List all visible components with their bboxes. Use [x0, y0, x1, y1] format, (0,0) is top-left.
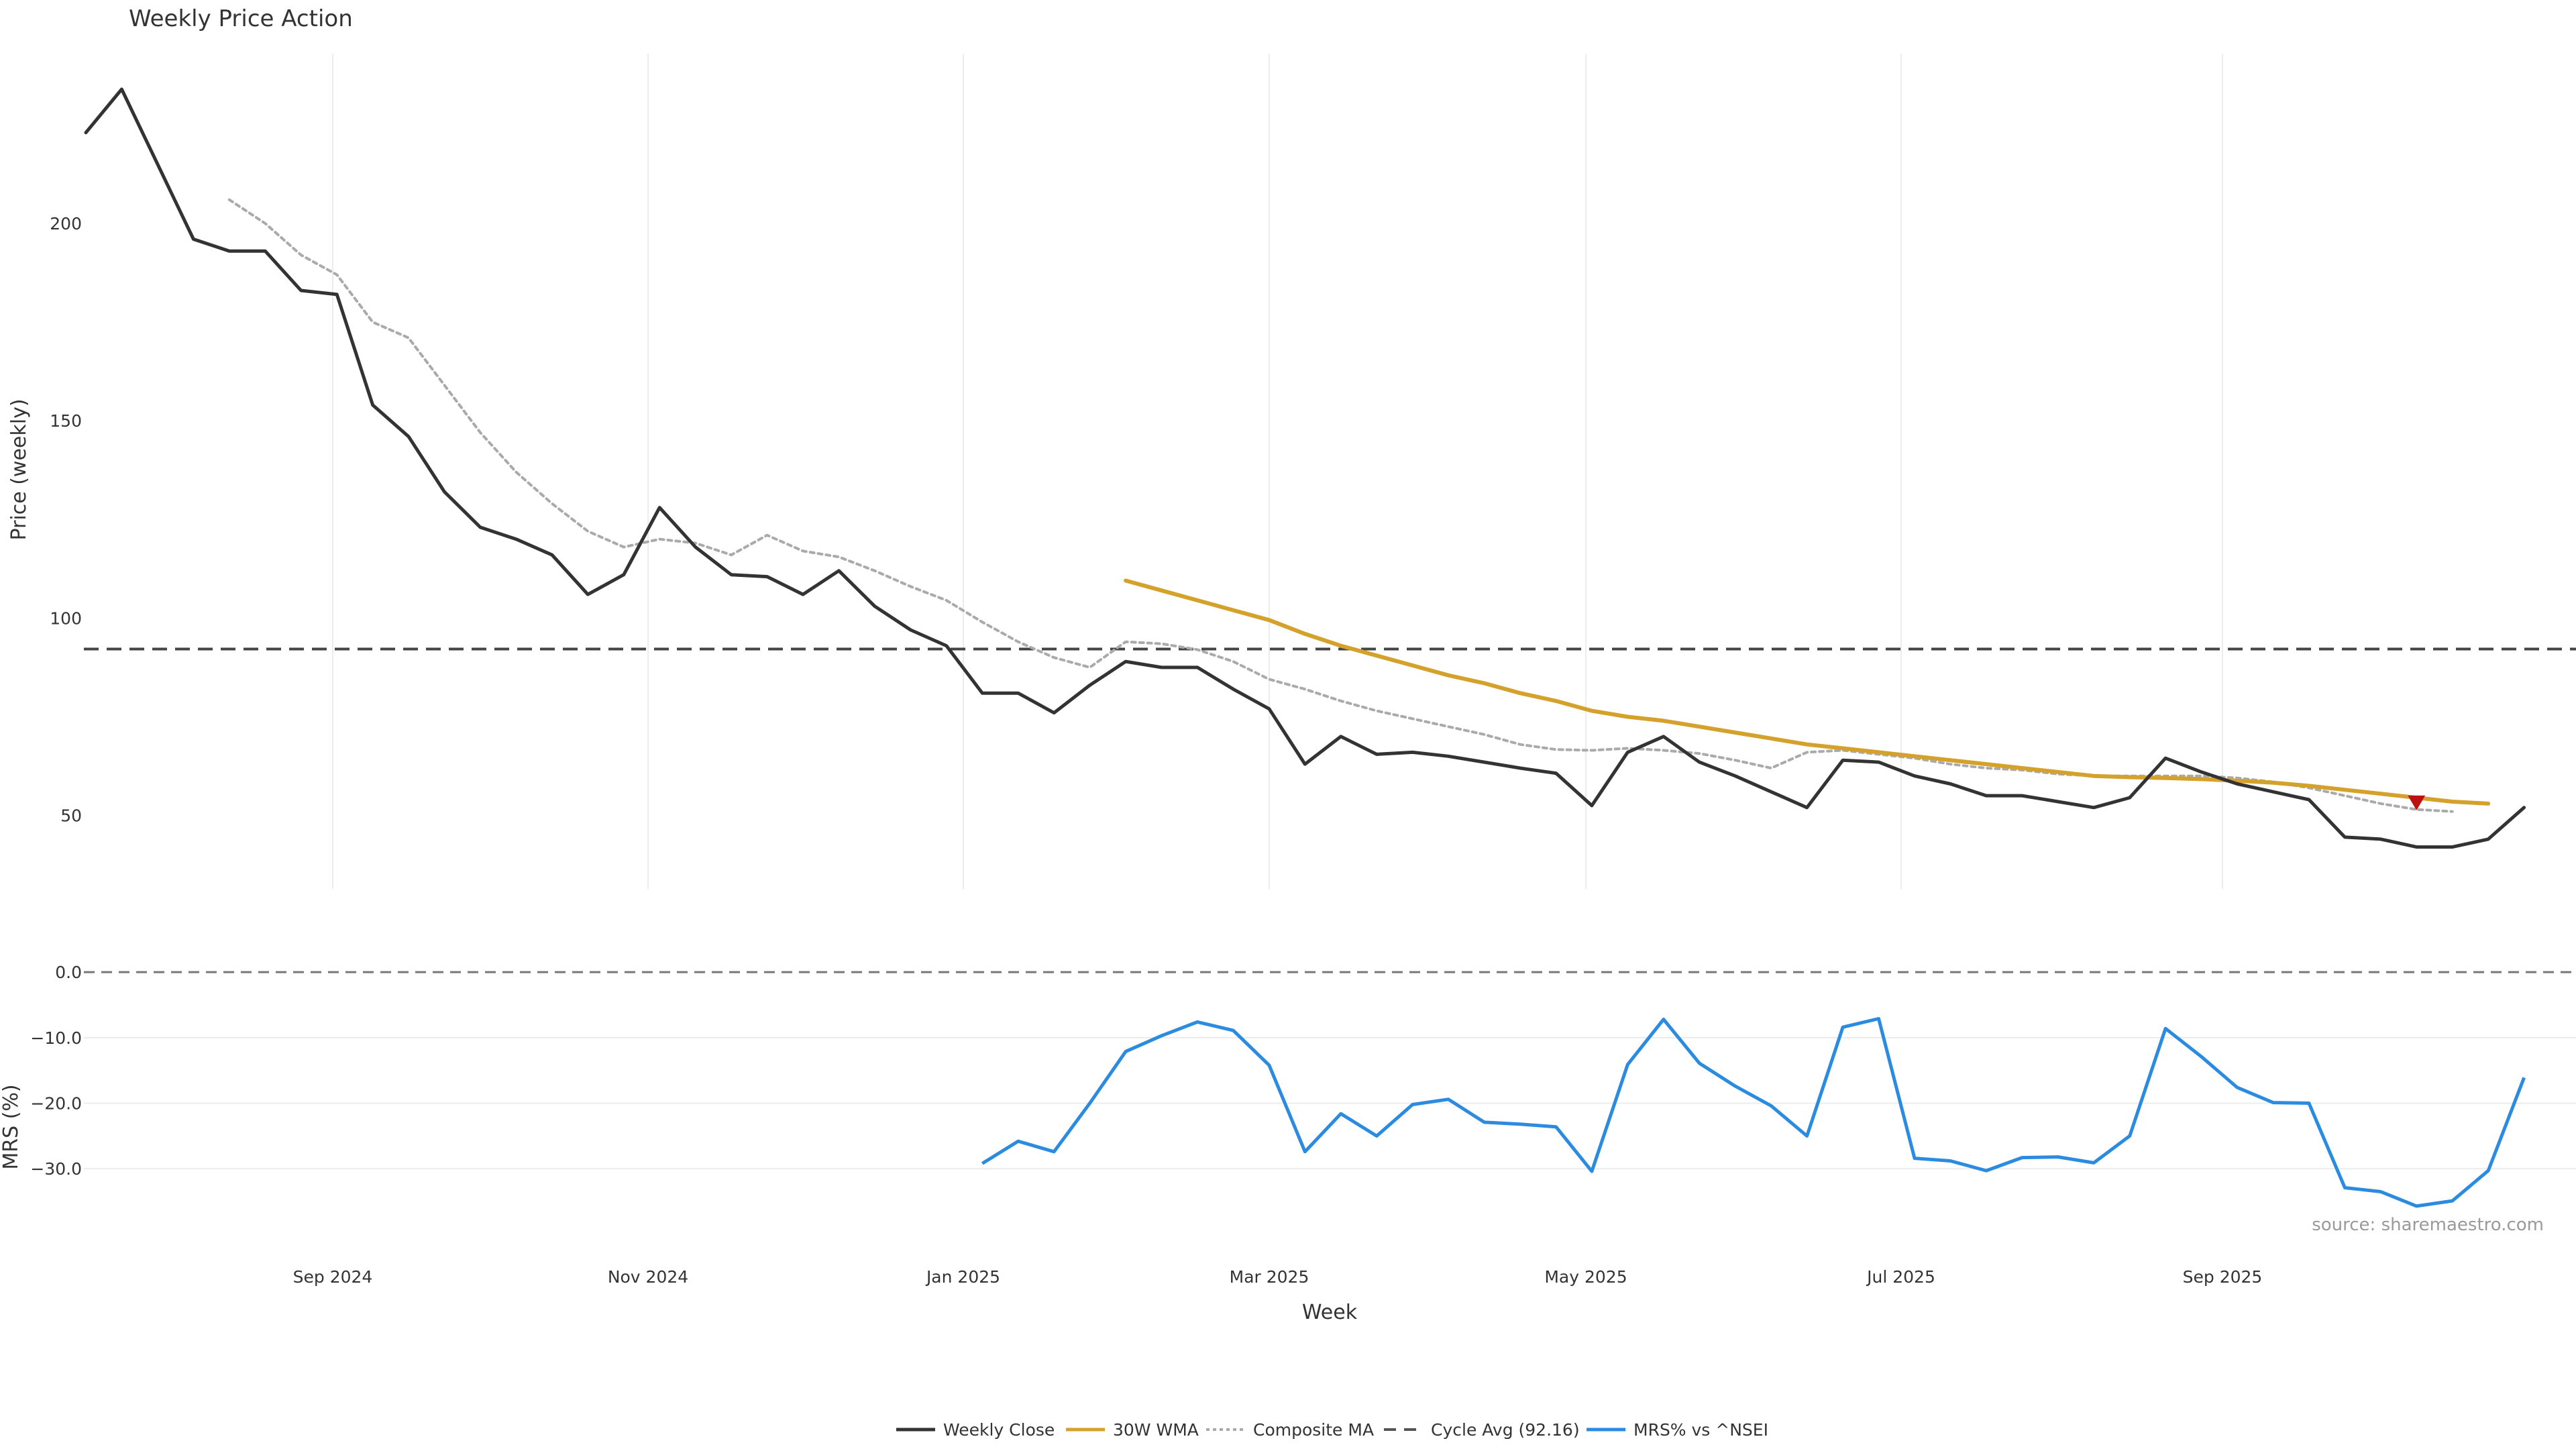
x-axis-label: Week [1302, 1301, 1358, 1324]
price-y-tick-label: 150 [50, 411, 82, 431]
source-annotation: source: sharemaestro.com [2312, 1215, 2544, 1235]
mrs-y-ticks: 0.0 −10.0 −20.0 −30.0 [30, 963, 82, 1179]
chart-title: Weekly Price Action [129, 5, 353, 32]
series-composite-ma [227, 198, 2454, 813]
legend-label-30w-wma: 30W WMA [1113, 1420, 1199, 1440]
x-tick-label: Sep 2025 [2183, 1267, 2263, 1287]
legend-label-composite-ma: Composite MA [1253, 1420, 1374, 1440]
legend-label-mrs-vs-nsei: MRS% vs ^NSEI [1633, 1420, 1768, 1440]
mrs-gridlines [84, 971, 2576, 1170]
price-y-tick-label: 50 [60, 806, 82, 826]
signal-markers [2408, 795, 2426, 810]
legend-label-cycle-avg-92-16: Cycle Avg (92.16) [1431, 1420, 1580, 1440]
mrs-y-tick-label: −10.0 [30, 1028, 82, 1048]
sell-signal-marker [2408, 795, 2426, 810]
mrs-series [981, 1017, 2526, 1208]
mrs-y-tick-label: −30.0 [30, 1159, 82, 1179]
price-y-ticks: 50 100 150 200 [50, 214, 82, 826]
x-tick-label: Mar 2025 [1230, 1267, 1309, 1287]
x-tick-label: Nov 2024 [608, 1267, 688, 1287]
price-y-axis-label: Price (weekly) [7, 398, 31, 540]
chart-legend: Weekly Close 30W WMA Composite MA Cycle Avg… [896, 1420, 1768, 1440]
price-gridlines [332, 54, 2223, 889]
x-tick-label: Jul 2025 [1866, 1267, 1935, 1287]
mrs-y-tick-label: −20.0 [30, 1094, 82, 1114]
series-weekly-close [84, 87, 2526, 849]
price-y-tick-label: 200 [50, 214, 82, 233]
series-mrs-vs-nsei [981, 1017, 2526, 1208]
x-tick-label: May 2025 [1544, 1267, 1627, 1287]
mrs-y-axis-label: MRS (%) [0, 1084, 23, 1169]
x-tick-label: Sep 2024 [293, 1267, 373, 1287]
mrs-y-tick-label: 0.0 [55, 963, 82, 982]
price-y-tick-label: 100 [50, 608, 82, 628]
x-ticks: Sep 2024 Nov 2024 Jan 2025 Mar 2025 May 2025… [293, 1267, 2263, 1287]
legend-label-weekly-close: Weekly Close [943, 1420, 1055, 1440]
series-30w-wma [1124, 578, 2491, 806]
x-tick-label: Jan 2025 [925, 1267, 1000, 1287]
price-series [84, 87, 2526, 849]
